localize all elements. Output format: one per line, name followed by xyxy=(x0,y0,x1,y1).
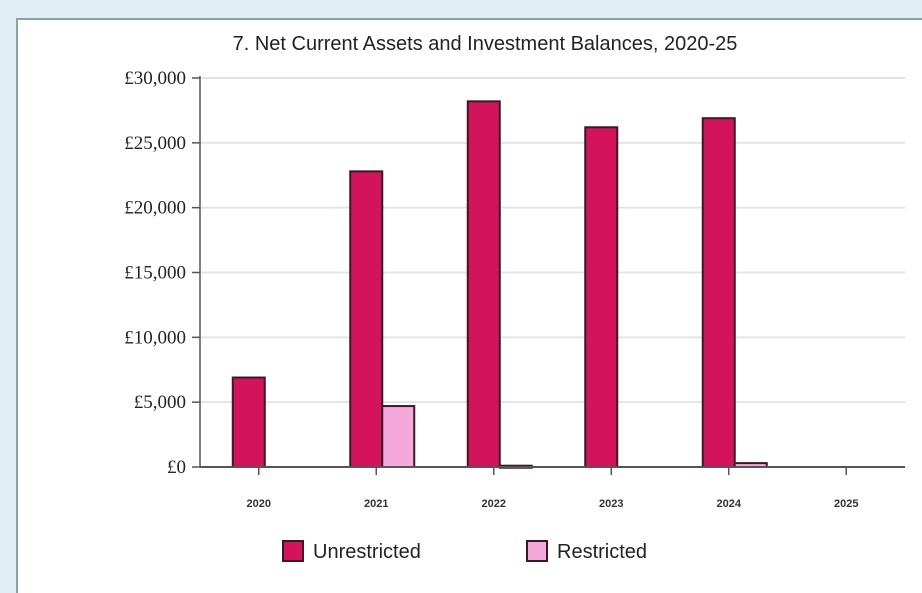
bar-unrestricted-2020 xyxy=(231,376,266,468)
axes xyxy=(199,76,905,468)
y-tick-label: £25,000 xyxy=(124,133,186,154)
y-tick-label: £20,000 xyxy=(124,198,186,219)
legend-swatch-unrestricted xyxy=(282,540,304,562)
x-axis-ticks: 2020 2021 2022 2023 2024 2025 xyxy=(247,467,858,510)
y-tick-label: £30,000 xyxy=(124,68,186,89)
x-tick-label: 2020 xyxy=(247,498,271,510)
y-tick-label: £0 xyxy=(167,457,186,478)
x-tick-label: 2024 xyxy=(717,498,742,510)
bar-restricted-2021 xyxy=(381,405,416,469)
x-tick-label: 2025 xyxy=(834,498,858,510)
gridlines xyxy=(200,77,905,404)
x-tick-label: 2023 xyxy=(599,498,623,510)
chart-title: 7. Net Current Assets and Investment Bal… xyxy=(233,33,738,55)
bar-unrestricted-2024 xyxy=(701,117,736,469)
bar-unrestricted-2023 xyxy=(584,126,619,468)
bar-unrestricted-2022 xyxy=(466,100,501,468)
y-tick-label: £15,000 xyxy=(124,263,186,284)
y-tick-label: £10,000 xyxy=(124,327,186,348)
y-tick-label: £5,000 xyxy=(134,392,186,413)
x-tick-label: 2021 xyxy=(364,498,388,510)
legend-swatch-restricted xyxy=(526,540,548,562)
x-tick-label: 2022 xyxy=(482,498,506,510)
y-axis-ticks: £0 £5,000 £10,000 £15,000 £20,000 £25,000 £30,… xyxy=(124,68,200,478)
legend: Unrestricted Restricted xyxy=(282,540,647,563)
legend-label-restricted: Restricted xyxy=(557,541,647,563)
bar-unrestricted-2021 xyxy=(349,170,384,469)
bars xyxy=(231,100,768,469)
legend-label-unrestricted: Unrestricted xyxy=(313,541,421,563)
